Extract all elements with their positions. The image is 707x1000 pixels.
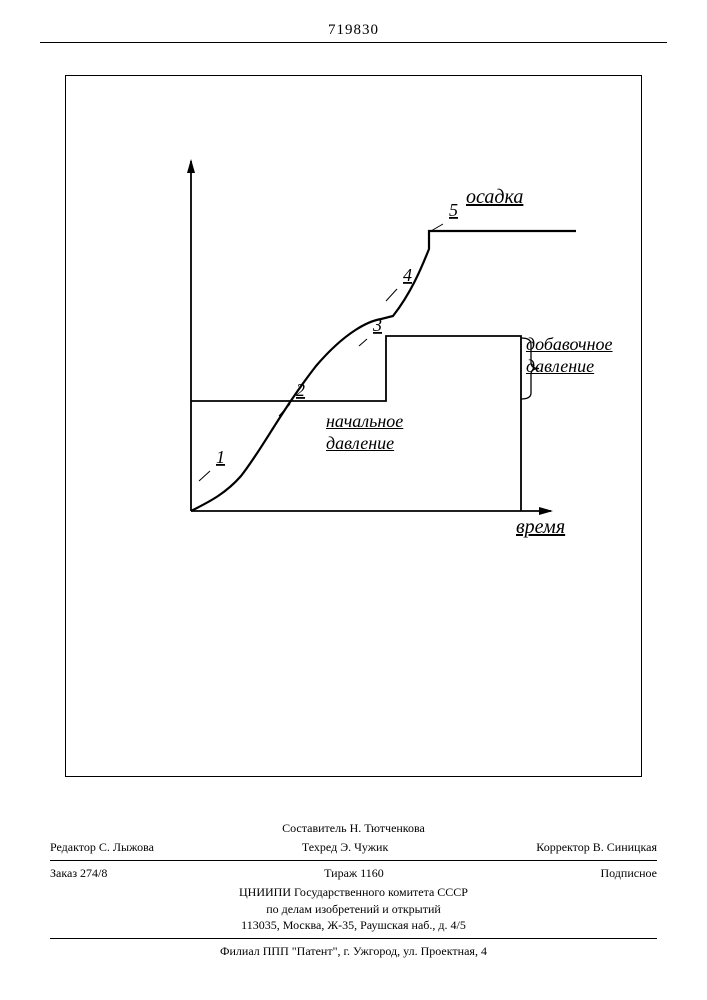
- footer-rule-2: [50, 938, 657, 939]
- footer-block: Составитель Н. Тютченкова Редактор С. Лы…: [50, 820, 657, 960]
- footer-org2: по делам изобретений и открытий: [50, 901, 657, 918]
- footer-podpisnoe: Подписное: [600, 865, 657, 882]
- svg-text:4: 4: [403, 265, 412, 285]
- footer-order: Заказ 274/8: [50, 865, 107, 882]
- svg-text:5: 5: [449, 200, 458, 220]
- svg-text:2: 2: [296, 380, 305, 400]
- footer-addr1: 113035, Москва, Ж-35, Раушская наб., д. …: [50, 917, 657, 934]
- svg-text:3: 3: [372, 315, 382, 335]
- footer-corrector: Корректор В. Синицкая: [536, 839, 657, 856]
- top-rule: [40, 42, 667, 43]
- footer-techred: Техред Э. Чужик: [302, 839, 388, 856]
- label-osadka: осадка: [466, 186, 523, 209]
- label-vremya: время: [516, 516, 565, 539]
- chart-area: 12345 осадка добавочное давление начальн…: [121, 141, 591, 561]
- footer-org1: ЦНИИПИ Государственного комитета СССР: [50, 884, 657, 901]
- footer-credits-row: Редактор С. Лыжова Техред Э. Чужик Корре…: [50, 839, 657, 856]
- footer-addr2: Филиал ППП "Патент", г. Ужгород, ул. Про…: [50, 943, 657, 960]
- label-dobavochnoe: добавочное давление: [526, 334, 613, 377]
- footer-tirazh: Тираж 1160: [324, 865, 384, 882]
- svg-text:1: 1: [216, 447, 225, 467]
- footer-order-row: Заказ 274/8 Тираж 1160 Подписное: [50, 865, 657, 882]
- figure-frame: 1 2 3 4 5 осадка добавочное давление начальн…: [65, 75, 642, 777]
- page: 719830 1 2 3 4 5 осадка добавочное давление …: [0, 0, 707, 1000]
- document-number: 719830: [0, 22, 707, 39]
- footer-editor: Редактор С. Лыжова: [50, 839, 154, 856]
- footer-compiler: Составитель Н. Тютченкова: [50, 820, 657, 837]
- footer-rule-1: [50, 860, 657, 861]
- label-nachalnoe: начальное давление: [326, 411, 403, 454]
